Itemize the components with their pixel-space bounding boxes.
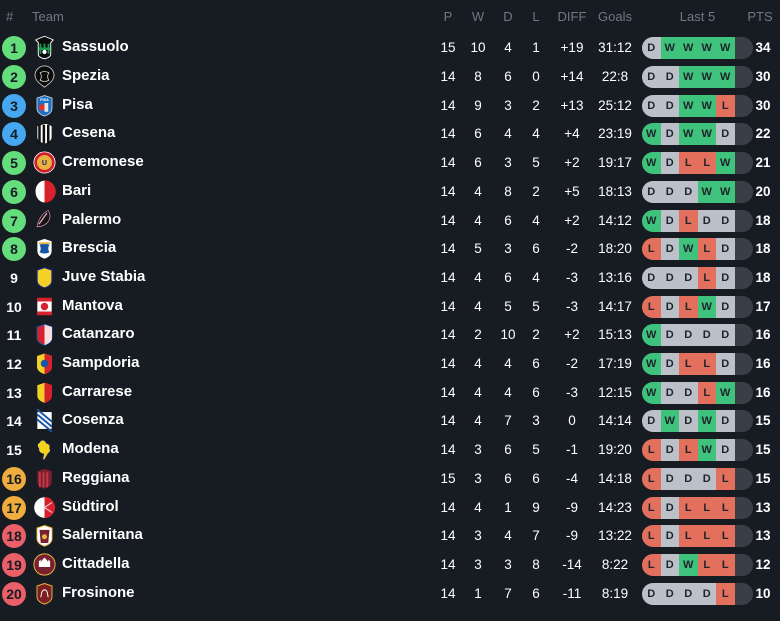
svg-text:PISA: PISA	[40, 98, 49, 102]
svg-text:U: U	[42, 160, 47, 167]
